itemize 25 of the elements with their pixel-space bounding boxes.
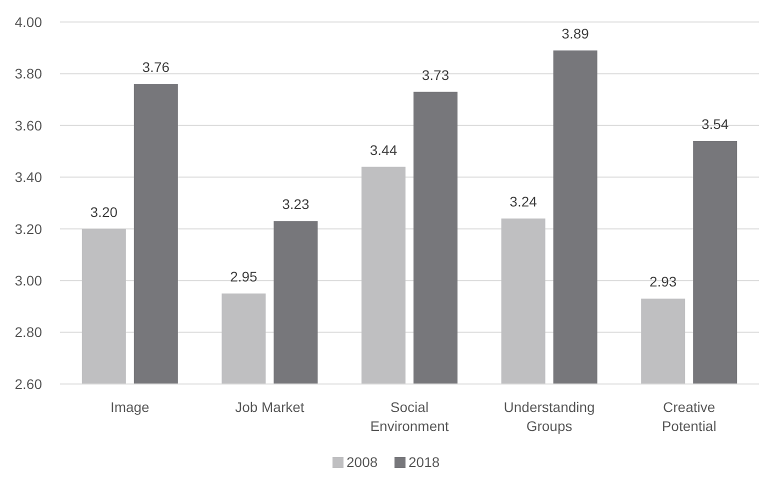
y-tick-label: 3.80 bbox=[14, 66, 42, 82]
x-tick-label: Image bbox=[110, 399, 150, 415]
y-tick-label: 2.80 bbox=[14, 324, 42, 340]
data-label: 3.23 bbox=[282, 196, 310, 212]
legend-label: 2008 bbox=[346, 454, 378, 470]
x-tick-label: Creative Potential bbox=[662, 399, 716, 434]
data-label: 3.20 bbox=[90, 204, 118, 220]
data-label: 2.93 bbox=[649, 274, 677, 290]
data-label: 3.73 bbox=[422, 66, 450, 83]
y-tick-label: 3.00 bbox=[14, 272, 42, 288]
legend-label: 2018 bbox=[408, 454, 440, 470]
data-label: 3.54 bbox=[701, 116, 729, 132]
data-label: 2.95 bbox=[230, 268, 258, 284]
data-label: 3.44 bbox=[370, 142, 398, 158]
data-label: 3.76 bbox=[142, 59, 170, 76]
y-tick-label: 3.60 bbox=[14, 117, 42, 134]
y-tick-label: 4.00 bbox=[14, 14, 42, 30]
x-tick-label: Job Market bbox=[235, 399, 304, 415]
y-tick-label: 3.20 bbox=[14, 220, 42, 237]
y-tick-label: 2.60 bbox=[14, 376, 42, 392]
x-tick-label: Understanding Groups bbox=[504, 399, 595, 434]
y-tick-label: 3.40 bbox=[14, 169, 42, 186]
x-tick-label: Social Environment bbox=[370, 399, 449, 434]
data-label: 3.24 bbox=[510, 194, 538, 210]
data-label: 3.89 bbox=[562, 25, 590, 42]
